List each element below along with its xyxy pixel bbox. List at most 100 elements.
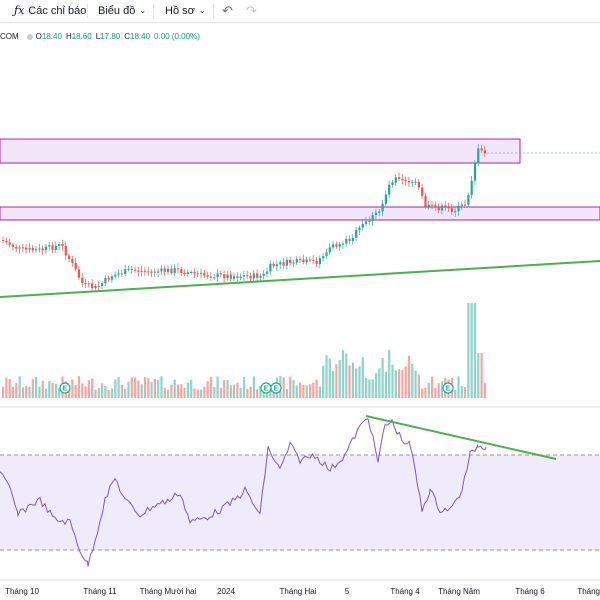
candle [21, 243, 24, 253]
candle [236, 272, 239, 282]
candle [160, 265, 163, 275]
fx-icon: ƒx [14, 4, 25, 17]
volume-bar [404, 366, 407, 398]
volume-bar [473, 303, 477, 398]
volume-bar [275, 377, 279, 398]
candle [2, 236, 5, 244]
candle [233, 272, 236, 282]
chart-type-button[interactable]: Biểu đồ ⌄ [98, 3, 146, 19]
volume-bar [368, 379, 371, 398]
candle [427, 200, 430, 210]
candle [305, 257, 308, 265]
resistance-zone[interactable] [0, 138, 521, 164]
volume-bar [464, 387, 467, 398]
volume-bar [394, 370, 397, 398]
candle [216, 269, 219, 282]
candle [137, 267, 140, 277]
candle [374, 209, 378, 219]
volume-bar [305, 385, 308, 398]
chart-type-label: Biểu đồ [98, 5, 136, 17]
earnings-event-icon[interactable]: E [270, 382, 282, 394]
volume-bar [388, 349, 391, 398]
volume-bar [325, 355, 328, 398]
volume-bar [434, 387, 437, 398]
volume-bar [206, 381, 209, 398]
candle [361, 219, 364, 231]
volume-bar [269, 389, 272, 398]
volume-bar [348, 365, 351, 398]
volume-bar [167, 389, 170, 398]
candle [167, 265, 170, 275]
candle [229, 270, 232, 282]
volume-bar [285, 389, 288, 398]
profile-button[interactable]: Hồ sơ ⌄ [165, 3, 206, 19]
candle [470, 176, 473, 199]
volume-bar [71, 379, 74, 398]
chevron-down-icon: ⌄ [198, 6, 206, 15]
volume-bar [124, 389, 127, 398]
candle [114, 271, 117, 279]
time-axis-label: Tháng Mười hai [140, 587, 197, 596]
volume-bar [173, 379, 176, 398]
volume-bar [444, 377, 447, 398]
candle [44, 243, 48, 254]
redo-icon: ↷ [246, 3, 257, 18]
candle [64, 241, 67, 260]
volume-bar [421, 388, 424, 398]
candle [41, 245, 44, 255]
volume-bar [160, 376, 163, 398]
candle [31, 245, 34, 253]
trend-line[interactable] [0, 260, 600, 298]
earnings-event-icon[interactable]: E [59, 382, 71, 394]
volume-bar [315, 379, 318, 398]
candle [328, 243, 331, 255]
candle [282, 257, 285, 270]
candle [143, 266, 147, 276]
profile-label: Hồ sơ [165, 5, 195, 17]
volume-bar [101, 383, 104, 398]
open-value: O18.40 [35, 32, 62, 41]
volume-bar [18, 376, 21, 398]
redo-button[interactable]: ↷ [246, 3, 257, 19]
candle [312, 255, 315, 265]
candle [173, 264, 176, 276]
earnings-event-icon[interactable]: E [442, 382, 454, 394]
volume-bar [457, 376, 460, 398]
candle [341, 241, 345, 249]
candle [219, 270, 222, 278]
volume-bar [5, 377, 8, 398]
rsi-band [0, 455, 600, 550]
candle [252, 270, 255, 282]
volume-bar [332, 370, 335, 398]
undo-button[interactable]: ↶ [222, 3, 233, 19]
candle [279, 260, 282, 269]
volume-bar [137, 380, 140, 398]
volume-bar [97, 387, 100, 398]
candle [242, 270, 246, 281]
candle [351, 234, 354, 245]
volume-bar [190, 379, 193, 398]
support-zone[interactable] [0, 206, 600, 221]
volume-bar [256, 389, 259, 398]
volume-bar [302, 385, 305, 398]
volume-bar [262, 386, 265, 398]
volume-bar [219, 387, 222, 398]
candle [378, 209, 381, 217]
candle [147, 266, 150, 276]
candle [272, 261, 275, 269]
rsi-divergence-line[interactable] [365, 415, 557, 460]
candle [176, 263, 180, 274]
volume-bar [401, 370, 404, 398]
volume-bar [64, 381, 67, 398]
time-axis-label: 2024 [217, 587, 235, 596]
volume-bar [229, 385, 232, 398]
earnings-event-icon[interactable]: E [260, 382, 272, 394]
volume-bar [91, 378, 94, 398]
volume-bar [417, 374, 420, 398]
volume-bar [414, 370, 417, 398]
candle [404, 176, 407, 186]
indicators-button[interactable]: ƒx Các chỉ báo [14, 3, 86, 19]
candle [269, 260, 272, 275]
